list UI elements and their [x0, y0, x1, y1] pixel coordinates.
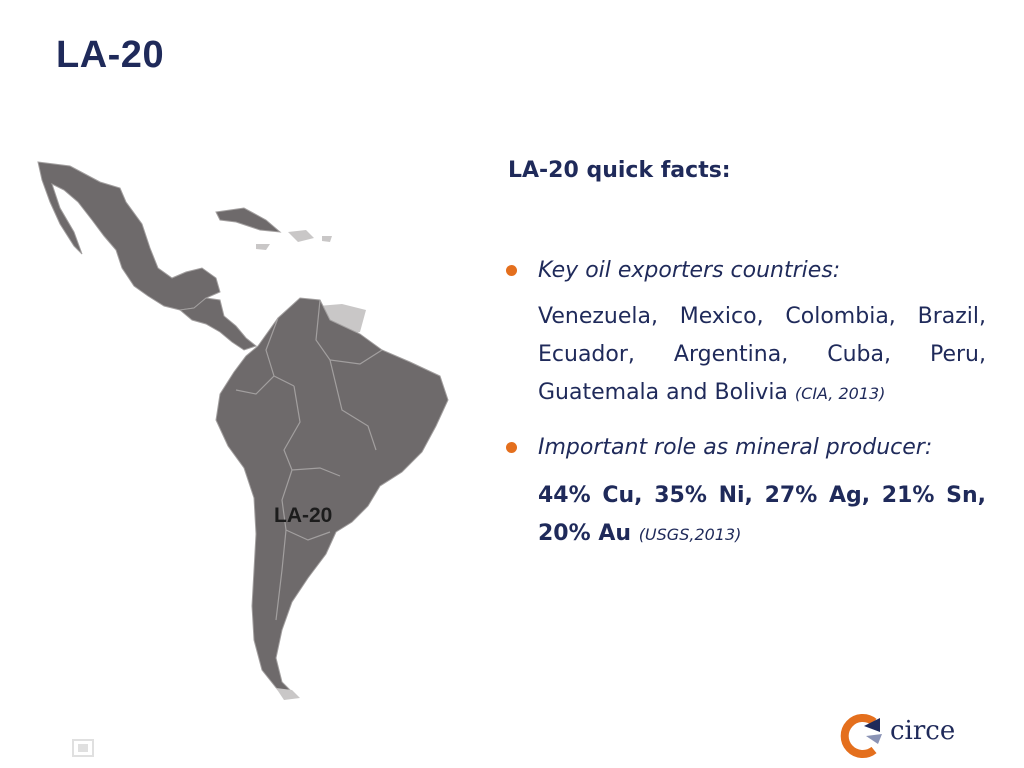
map-tierra-del-fuego — [276, 688, 300, 700]
mineral-shares: 44% Cu, 35% Ni, 27% Ag, 21% Sn, 20% Au (… — [506, 477, 986, 554]
map-central-america — [178, 297, 258, 351]
map-label: LA-20 — [274, 504, 332, 527]
latin-america-map: LA-20 — [30, 150, 470, 710]
circe-logo: circe — [840, 712, 960, 760]
bullet-oil-exporters: Key oil exporters countries: — [506, 252, 986, 290]
bullet-label: Important role as mineral producer: — [538, 435, 933, 460]
bullet-dot-icon — [506, 265, 517, 276]
facts-panel: LA-20 quick facts: Key oil exporters cou… — [506, 152, 986, 554]
bullet-dot-icon — [506, 442, 517, 453]
map-mexico — [37, 161, 221, 311]
map-borders — [235, 299, 383, 621]
slide-title: LA-20 — [56, 34, 165, 76]
map-hispaniola — [288, 230, 314, 242]
map-cuba — [215, 207, 282, 233]
map-jamaica — [256, 244, 270, 250]
mineral-shares-reference: (USGS,2013) — [638, 525, 742, 544]
mineral-shares-text: 44% Cu, 35% Ni, 27% Ag, 21% Sn, 20% Au — [538, 483, 986, 546]
bullet-label: Key oil exporters countries: — [538, 258, 841, 283]
map-south-america — [215, 297, 449, 695]
oil-exporters-reference: (CIA, 2013) — [794, 384, 886, 403]
circe-logo-icon — [840, 714, 882, 758]
oil-exporters-list: Venezuela, Mexico, Colombia, Brazil, Ecu… — [506, 298, 986, 413]
map-puerto-rico — [322, 236, 332, 242]
logo-text: circe — [890, 716, 956, 746]
oil-exporters-text: Venezuela, Mexico, Colombia, Brazil, Ecu… — [538, 304, 986, 405]
facts-heading: LA-20 quick facts: — [508, 158, 731, 183]
bullet-mineral-producer: Important role as mineral producer: — [506, 429, 986, 467]
footer-mark-icon — [72, 739, 94, 757]
